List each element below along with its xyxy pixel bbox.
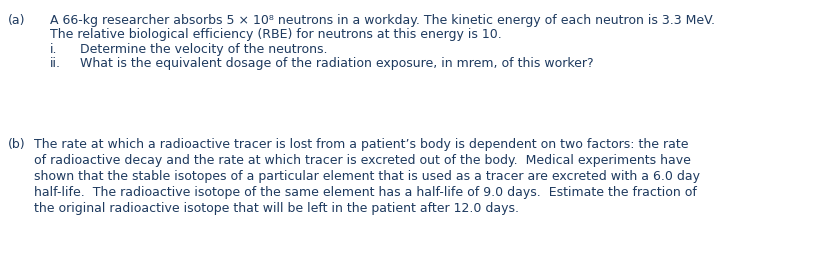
Text: (a): (a) <box>8 14 26 27</box>
Text: of radioactive decay and the rate at which tracer is excreted out of the body.  : of radioactive decay and the rate at whi… <box>34 154 691 167</box>
Text: shown that the stable isotopes of a particular element that is used as a tracer : shown that the stable isotopes of a part… <box>34 170 700 183</box>
Text: the original radioactive isotope that will be left in the patient after 12.0 day: the original radioactive isotope that wi… <box>34 202 519 215</box>
Text: Determine the velocity of the neutrons.: Determine the velocity of the neutrons. <box>80 43 327 56</box>
Text: (b): (b) <box>8 138 26 151</box>
Text: The relative biological efficiency (RBE) for neutrons at this energy is 10.: The relative biological efficiency (RBE)… <box>50 28 502 41</box>
Text: What is the equivalent dosage of the radiation exposure, in mrem, of this worker: What is the equivalent dosage of the rad… <box>80 57 594 70</box>
Text: half-life.  The radioactive isotope of the same element has a half-life of 9.0 d: half-life. The radioactive isotope of th… <box>34 186 697 199</box>
Text: i.: i. <box>50 43 58 56</box>
Text: A 66-kg researcher absorbs 5 × 10⁸ neutrons in a workday. The kinetic energy of : A 66-kg researcher absorbs 5 × 10⁸ neutr… <box>50 14 715 27</box>
Text: The rate at which a radioactive tracer is lost from a patient’s body is dependen: The rate at which a radioactive tracer i… <box>34 138 689 151</box>
Text: ii.: ii. <box>50 57 61 70</box>
